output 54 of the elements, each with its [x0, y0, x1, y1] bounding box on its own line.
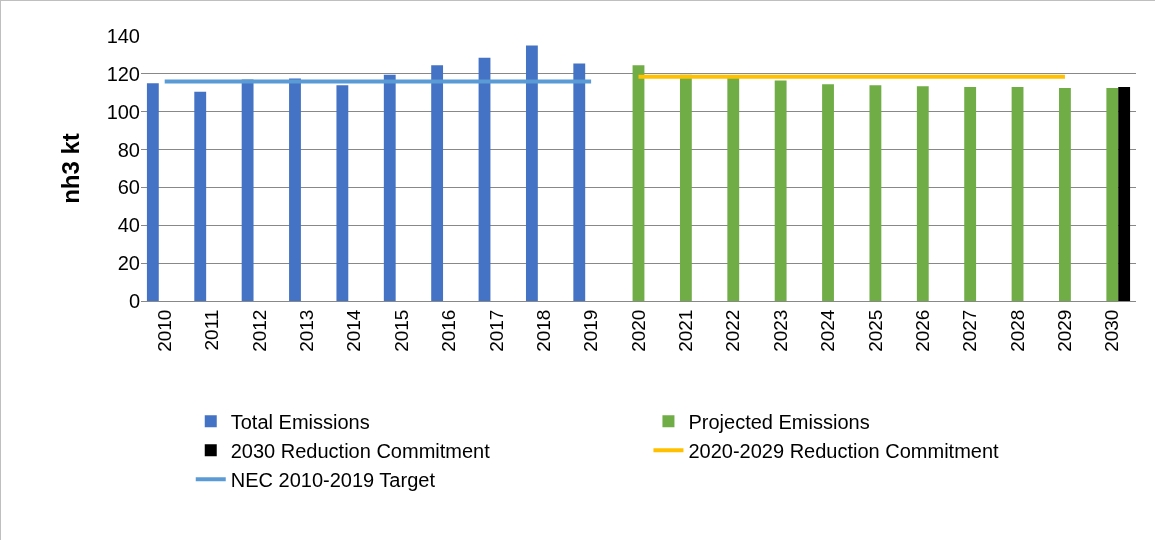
- bar: [1059, 88, 1071, 301]
- x-tick-label: 2018: [532, 309, 554, 352]
- x-tick-label: 2019: [580, 309, 602, 352]
- y-tick-label: 100: [106, 100, 140, 123]
- bar: [916, 86, 929, 301]
- legend-label: 2020-2029 Reduction Commitment: [688, 440, 1000, 462]
- x-tick-label: 2010: [153, 309, 175, 352]
- y-tick-label: 80: [117, 138, 140, 161]
- y-axis-title: nh3 kt: [56, 133, 84, 204]
- bar: [336, 85, 349, 301]
- x-tick-label: 2016: [438, 309, 460, 352]
- bar: [869, 85, 882, 301]
- x-tick-label: 2012: [248, 309, 270, 352]
- legend-label: Projected Emissions: [688, 411, 870, 433]
- bar: [1118, 87, 1131, 301]
- y-tick-label: 120: [106, 62, 140, 85]
- bar: [774, 80, 787, 301]
- bar: [1011, 87, 1024, 301]
- bar: [573, 63, 586, 301]
- x-tick-label: 2028: [1006, 309, 1028, 352]
- bar: [822, 84, 834, 301]
- bar: [727, 77, 740, 301]
- x-tick-label: 2013: [296, 309, 317, 352]
- bar: [525, 45, 538, 301]
- y-tick-label: 0: [128, 290, 140, 312]
- bar: [632, 65, 645, 301]
- x-tick-label: 2027: [959, 309, 981, 352]
- x-tick-label: 2020: [627, 309, 649, 352]
- bar: [964, 87, 977, 301]
- legend-label: Total Emissions: [230, 411, 370, 433]
- x-tick-label: 2024: [817, 309, 839, 352]
- bar: [1106, 88, 1119, 301]
- x-tick-label: 2017: [485, 309, 507, 352]
- bar: [194, 91, 207, 301]
- x-tick-label: 2022: [722, 309, 744, 352]
- bar: [146, 83, 159, 301]
- y-tick-label: 140: [106, 25, 140, 47]
- x-tick-label: 2014: [343, 309, 365, 352]
- x-tick-label: 2011: [201, 309, 223, 351]
- x-tick-label: 2030: [1101, 309, 1123, 352]
- x-tick-label: 2021: [675, 309, 697, 352]
- x-tick-label: 2026: [911, 309, 933, 352]
- y-tick-label: 20: [117, 252, 140, 275]
- bar: [383, 74, 396, 301]
- x-tick-label: 2015: [390, 309, 412, 352]
- bar: [478, 57, 491, 301]
- legend-label: 2030 Reduction Commitment: [230, 440, 491, 462]
- bar: [431, 65, 444, 301]
- y-tick-label: 40: [117, 214, 140, 237]
- y-tick-label: 60: [117, 176, 140, 199]
- legend-label: NEC 2010-2019 Target: [230, 469, 436, 491]
- x-tick-label: 2025: [864, 309, 886, 352]
- x-tick-label: 2029: [1054, 309, 1076, 352]
- x-tick-label: 2023: [769, 309, 791, 352]
